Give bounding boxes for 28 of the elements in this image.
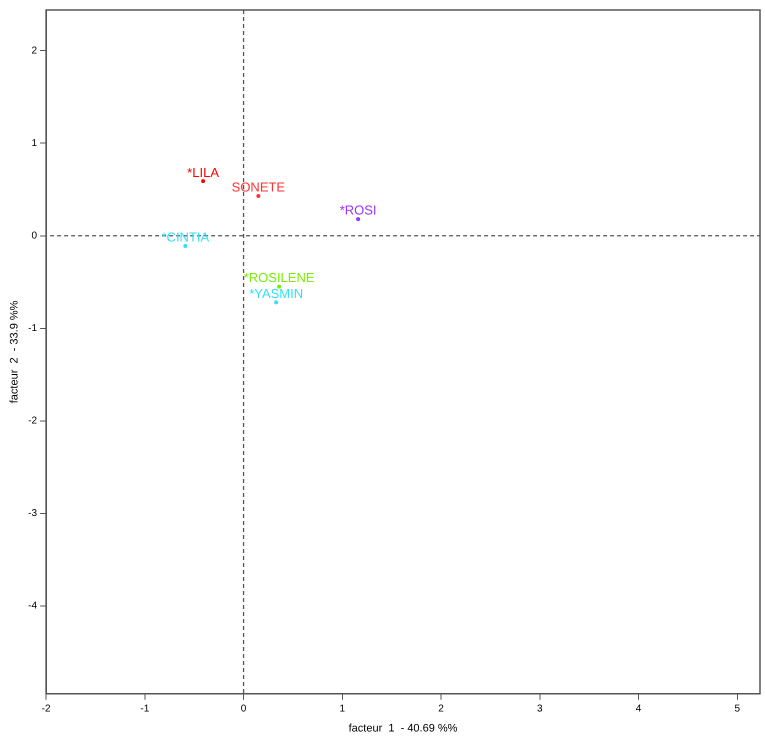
y-tick-label: -2: [28, 416, 38, 427]
x-tick-label: -2: [42, 704, 51, 715]
y-tick-label: -4: [28, 600, 38, 612]
series-label: *ROSI: [340, 202, 377, 218]
point: [356, 217, 360, 222]
y-tick-label: 0: [32, 230, 38, 242]
x-tick-label: 3: [537, 704, 544, 715]
point: [183, 244, 188, 248]
x-tick-label: 0: [240, 704, 247, 715]
y-tick-label: 1: [32, 138, 38, 149]
point: [274, 300, 278, 304]
series-label: *CINTIA: [161, 230, 210, 245]
y-tick-label: -3: [28, 508, 38, 520]
x-axis-title: facteur 1 - 40.69 %%: [348, 722, 458, 734]
x-tick-label: 1: [340, 704, 346, 715]
x-tick-label: 5: [734, 704, 741, 715]
x-tick-label: 2: [438, 704, 444, 715]
series-label: *ROSILENE: [244, 270, 315, 286]
x-tick-label: 4: [636, 704, 642, 715]
y-tick-label: 2: [32, 45, 38, 56]
point: [256, 194, 260, 198]
series-label: *LILA: [187, 164, 220, 180]
x-tick-label: -1: [140, 704, 150, 715]
y-axis-title: facteur 2 - 33.9 %%: [8, 300, 21, 404]
y-tick-label: -1: [28, 323, 38, 334]
series-label: SONETE: [232, 180, 286, 195]
series-label: *YASMIN: [249, 286, 304, 301]
point: [201, 179, 206, 184]
